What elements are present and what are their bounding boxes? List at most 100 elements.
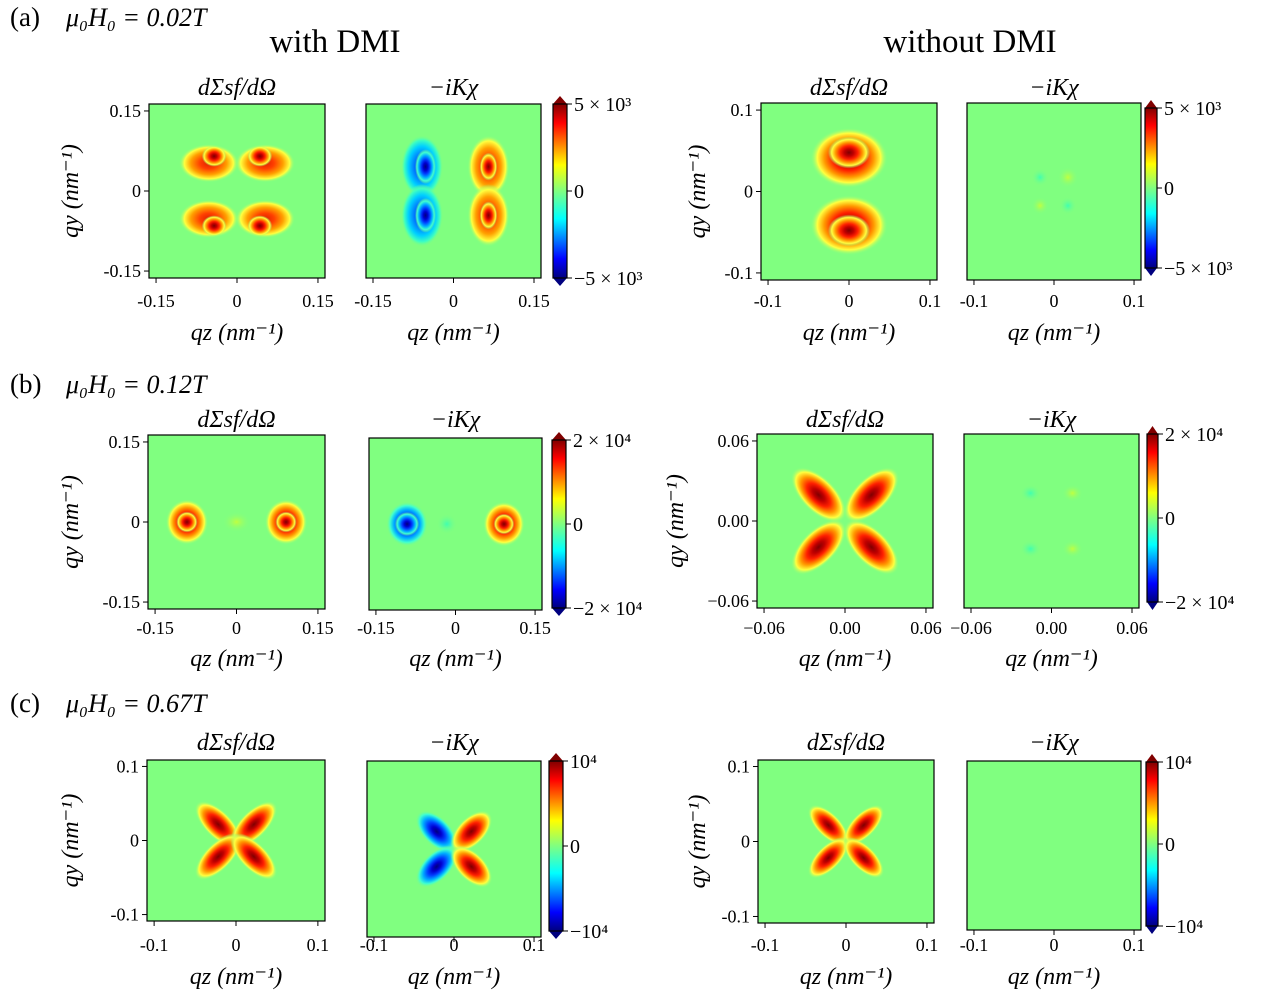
intensity-lobe (450, 845, 493, 888)
x-tick-label: 0 (450, 935, 459, 955)
intensity-lobe (843, 467, 900, 523)
x-tick-label: -0.1 (960, 935, 989, 955)
x-tick-label: −0.06 (950, 618, 992, 638)
intensity-lobe (275, 511, 297, 533)
panel-b-dmi-cross-section (147, 434, 326, 610)
x-tick-label: -0.1 (751, 935, 780, 955)
panel-b-dmi-chiral (368, 437, 543, 611)
y-tick-label: -0.1 (111, 905, 140, 925)
panel-background (366, 104, 541, 278)
x-tick-label: 0 (232, 618, 241, 638)
intensity-lobe (843, 804, 885, 846)
colorbar-gradient (1147, 434, 1158, 602)
intensity-lobe (1062, 484, 1083, 502)
intensity-lobe (493, 513, 515, 535)
row-label-a: (a) (10, 2, 40, 32)
colorbar-tick-label: −2 × 10⁴ (573, 598, 643, 620)
colorbar-a-dmi (552, 96, 568, 286)
x-tick-label: 0.00 (829, 618, 861, 638)
colorbar-gradient (552, 440, 566, 608)
x-axis-label: qz (nm⁻¹) (799, 646, 892, 672)
x-axis-label: qz (nm⁻¹) (191, 320, 284, 346)
x-tick-label: 0.1 (307, 935, 330, 955)
x-axis-label: qz (nm⁻¹) (800, 964, 893, 990)
x-tick-label: 0 (451, 618, 460, 638)
intensity-lobe (176, 511, 198, 533)
x-axis-label: qz (nm⁻¹) (409, 646, 502, 672)
intensity-lobe (843, 837, 885, 879)
colorbar-tick-label: −5 × 10³ (574, 268, 643, 290)
x-tick-label: 0 (1050, 291, 1059, 311)
y-axis-label: qy (nm⁻¹) (685, 795, 711, 889)
panel-title: dΣsf/dΩ (197, 407, 275, 433)
panel-background (964, 434, 1139, 608)
x-tick-label: -0.15 (354, 291, 392, 311)
colorbar-tick-label: 0 (1165, 508, 1175, 530)
colorbar-extend-min (553, 278, 567, 286)
y-tick-label: −0.06 (707, 591, 749, 611)
colorbar-extend-max (1147, 426, 1158, 434)
colorbar-extend-max (1145, 100, 1157, 108)
x-tick-label: 0.1 (523, 935, 546, 955)
colorbar-tick-label: 0 (1165, 834, 1175, 856)
x-tick-label: 0.00 (1036, 618, 1068, 638)
y-axis-label: qy (nm⁻¹) (685, 145, 711, 239)
intensity-lobe (415, 845, 458, 888)
colorbar-tick-label: 0 (1164, 178, 1174, 200)
panel-title: −iKχ (431, 407, 482, 433)
panel-title: dΣsf/dΩ (197, 730, 275, 756)
panel-title: −iKχ (429, 75, 480, 101)
colorbar-gradient (1146, 762, 1158, 926)
intensity-lobe (790, 467, 847, 523)
x-tick-label: -0.15 (357, 618, 395, 638)
intensity-lobe (247, 145, 273, 167)
panel-c-nodmi-chiral (966, 760, 1142, 931)
intensity-lobe (1020, 484, 1041, 502)
field-value-a: μ₀H₀ = 0.02T (65, 3, 208, 32)
colorbar-tick-label: 0 (573, 514, 583, 536)
x-tick-label: 0.06 (1116, 618, 1148, 638)
panel-background (757, 434, 933, 608)
intensity-lobe (807, 837, 849, 879)
x-tick-label: 0.15 (302, 618, 334, 638)
y-axis-label: qy (nm⁻¹) (58, 794, 84, 888)
x-tick-label: −0.06 (743, 618, 785, 638)
colorbar-extend-min (552, 608, 566, 616)
panel-title: −iKχ (1029, 75, 1080, 101)
colorbar-tick-label: 2 × 10⁴ (573, 430, 631, 452)
intensity-lobe (479, 201, 498, 230)
panel-title: −iKχ (1029, 730, 1080, 756)
intensity-lobe (827, 136, 871, 169)
colorbar-gradient (553, 104, 567, 278)
intensity-lobe (807, 804, 849, 846)
x-tick-label: -0.1 (754, 291, 783, 311)
intensity-lobe (1057, 166, 1079, 188)
y-tick-label: 0.1 (117, 756, 140, 776)
x-axis-label: qz (nm⁻¹) (190, 646, 283, 672)
colorbar-tick-label: 10⁴ (1165, 752, 1192, 774)
colorbar-tick-label: −10⁴ (570, 921, 608, 943)
y-tick-label: 0 (130, 831, 139, 851)
colorbar-tick-label: −10⁴ (1165, 916, 1203, 938)
x-tick-label: -0.1 (960, 291, 989, 311)
x-tick-label: 0.15 (302, 291, 334, 311)
field-value-c: μ₀H₀ = 0.67T (65, 689, 208, 718)
intensity-lobe (479, 152, 498, 181)
x-axis-label: qz (nm⁻¹) (803, 320, 896, 346)
panel-a-nodmi-cross-section (760, 102, 938, 281)
y-axis-label: qy (nm⁻¹) (58, 144, 84, 238)
x-tick-label: 0 (449, 291, 458, 311)
intensity-lobe (1031, 168, 1049, 187)
x-axis-label: qz (nm⁻¹) (1008, 964, 1101, 990)
y-tick-label: 0 (744, 182, 753, 202)
x-axis-label: qz (nm⁻¹) (1008, 320, 1101, 346)
colorbar-gradient (1145, 108, 1157, 268)
panel-title: dΣsf/dΩ (806, 407, 884, 433)
intensity-lobe (201, 145, 227, 167)
y-tick-label: 0.00 (718, 511, 750, 531)
panel-c-nodmi-cross-section (757, 759, 935, 924)
row-label-c: (c) (10, 688, 40, 718)
y-tick-label: 0.06 (718, 431, 750, 451)
y-tick-label: -0.15 (104, 261, 142, 281)
